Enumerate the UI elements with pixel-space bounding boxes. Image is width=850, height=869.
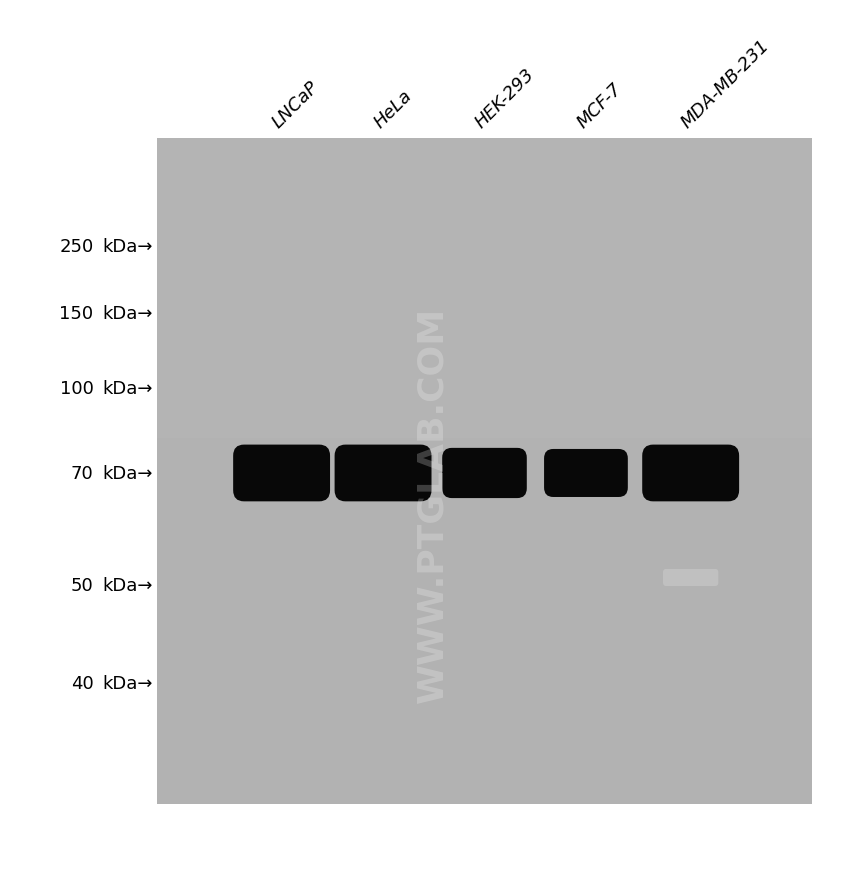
Text: kDa→: kDa→	[103, 673, 153, 692]
Text: WWW.PTGLAB.COM: WWW.PTGLAB.COM	[415, 307, 449, 702]
FancyBboxPatch shape	[233, 445, 330, 501]
Text: 100: 100	[60, 380, 94, 397]
FancyBboxPatch shape	[643, 445, 740, 501]
FancyBboxPatch shape	[442, 448, 527, 499]
Text: kDa→: kDa→	[103, 238, 153, 255]
Text: 40: 40	[71, 673, 94, 692]
Text: 150: 150	[60, 305, 94, 323]
FancyBboxPatch shape	[335, 445, 432, 501]
FancyBboxPatch shape	[663, 569, 718, 587]
Text: HeLa: HeLa	[371, 87, 416, 132]
Text: kDa→: kDa→	[103, 305, 153, 323]
Text: kDa→: kDa→	[103, 577, 153, 594]
Text: 250: 250	[60, 238, 94, 255]
Text: MDA-MB-231: MDA-MB-231	[678, 36, 774, 132]
Text: kDa→: kDa→	[103, 380, 153, 397]
Text: kDa→: kDa→	[103, 464, 153, 482]
Text: 50: 50	[71, 577, 94, 594]
Text: HEK-293: HEK-293	[472, 66, 538, 132]
Text: 70: 70	[71, 464, 94, 482]
Bar	[157, 139, 812, 804]
Bar	[157, 139, 812, 438]
Text: MCF-7: MCF-7	[573, 80, 626, 132]
FancyBboxPatch shape	[544, 449, 628, 497]
Text: LNCaP: LNCaP	[269, 78, 323, 132]
